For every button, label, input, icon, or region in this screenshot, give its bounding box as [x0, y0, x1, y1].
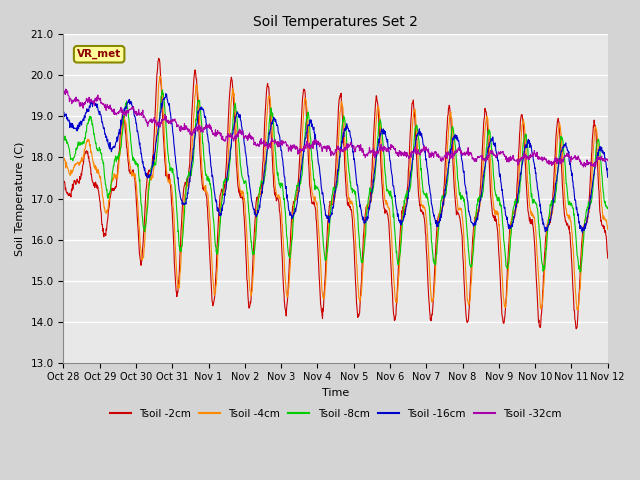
Tsoil -16cm — [162, 91, 170, 96]
Tsoil -32cm — [492, 153, 499, 158]
Tsoil -4cm — [574, 307, 582, 312]
Tsoil -2cm — [420, 215, 428, 221]
X-axis label: Time: Time — [322, 388, 349, 398]
Tsoil -2cm — [573, 326, 580, 332]
Line: Tsoil -16cm: Tsoil -16cm — [63, 94, 608, 232]
Title: Soil Temperatures Set 2: Soil Temperatures Set 2 — [253, 15, 418, 29]
Tsoil -2cm — [540, 273, 547, 279]
Tsoil -2cm — [181, 182, 189, 188]
Tsoil -2cm — [60, 176, 67, 182]
Line: Tsoil -32cm: Tsoil -32cm — [63, 89, 608, 167]
Tsoil -4cm — [168, 183, 175, 189]
Tsoil -4cm — [540, 286, 547, 292]
Tsoil -2cm — [604, 255, 612, 261]
Tsoil -4cm — [420, 205, 428, 211]
Tsoil -8cm — [576, 269, 584, 275]
Tsoil -2cm — [492, 213, 499, 219]
Tsoil -4cm — [604, 227, 612, 232]
Tsoil -32cm — [181, 127, 189, 132]
Tsoil -32cm — [580, 164, 588, 170]
Tsoil -8cm — [168, 165, 175, 171]
Tsoil -32cm — [168, 120, 175, 125]
Tsoil -4cm — [60, 155, 67, 161]
Tsoil -16cm — [604, 174, 612, 180]
Text: VR_met: VR_met — [77, 49, 121, 60]
Tsoil -8cm — [540, 266, 547, 272]
Line: Tsoil -4cm: Tsoil -4cm — [63, 76, 608, 310]
Tsoil -4cm — [181, 192, 189, 197]
Tsoil -2cm — [168, 201, 175, 206]
Tsoil -32cm — [540, 156, 547, 162]
Tsoil -4cm — [156, 73, 164, 79]
Y-axis label: Soil Temperature (C): Soil Temperature (C) — [15, 141, 25, 256]
Tsoil -8cm — [492, 191, 499, 196]
Tsoil -8cm — [159, 87, 166, 93]
Tsoil -16cm — [242, 150, 250, 156]
Line: Tsoil -2cm: Tsoil -2cm — [63, 58, 608, 329]
Tsoil -32cm — [420, 144, 428, 149]
Tsoil -4cm — [242, 214, 250, 219]
Tsoil -4cm — [492, 208, 499, 214]
Tsoil -32cm — [242, 132, 250, 138]
Line: Tsoil -8cm: Tsoil -8cm — [63, 90, 608, 272]
Tsoil -16cm — [492, 140, 499, 146]
Tsoil -8cm — [181, 202, 189, 208]
Legend: Tsoil -2cm, Tsoil -4cm, Tsoil -8cm, Tsoil -16cm, Tsoil -32cm: Tsoil -2cm, Tsoil -4cm, Tsoil -8cm, Tsoi… — [106, 405, 566, 423]
Tsoil -32cm — [62, 86, 70, 92]
Tsoil -16cm — [60, 110, 67, 116]
Tsoil -8cm — [60, 135, 67, 141]
Tsoil -16cm — [579, 229, 586, 235]
Tsoil -16cm — [420, 145, 428, 151]
Tsoil -8cm — [242, 178, 250, 184]
Tsoil -8cm — [604, 204, 612, 210]
Tsoil -32cm — [60, 88, 67, 94]
Tsoil -2cm — [242, 249, 250, 254]
Tsoil -8cm — [420, 192, 428, 197]
Tsoil -16cm — [540, 219, 547, 225]
Tsoil -2cm — [155, 55, 163, 61]
Tsoil -16cm — [181, 201, 189, 207]
Tsoil -16cm — [168, 120, 175, 126]
Tsoil -32cm — [604, 158, 612, 164]
